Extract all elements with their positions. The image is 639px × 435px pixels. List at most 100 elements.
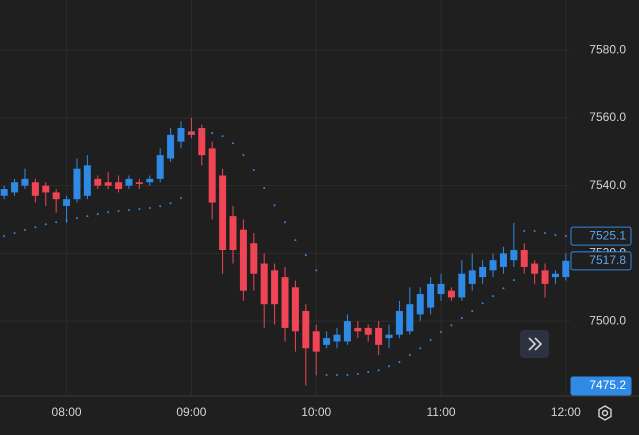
candle-body [42,185,50,193]
candle-body [156,155,164,179]
price-tag-label: 7517.8 [589,253,626,267]
candle-body [531,263,539,274]
candle-body [52,192,60,200]
sar-dot [523,230,526,233]
sar-dot [315,269,318,272]
candle-body [73,168,81,200]
candle-body [177,128,185,142]
sar-dot [127,209,130,212]
settings-icon-center [601,409,609,417]
candle-body [385,334,393,339]
sar-dot [544,232,547,235]
sar-dot [564,235,567,238]
sar-dot [388,365,391,368]
price-axis-labels: 7500.07520.07540.07560.07580.07525.17517… [570,42,632,396]
sar-dot [148,207,151,210]
sar-dot [502,287,505,290]
sar-dot [554,234,557,237]
candle-body [302,310,310,349]
x-tick-label: 08:00 [52,405,82,419]
candle-body [447,290,455,298]
candle-body [510,250,518,261]
candle-body [115,182,123,190]
sar-dot [169,202,172,205]
sar-dot [200,131,203,134]
candle-body [551,273,559,278]
candle-body [0,189,8,196]
candle-body [219,175,227,251]
candle-body [208,148,216,203]
candle-body [468,270,476,284]
candle-body [167,134,175,159]
y-tick-label: 7500.0 [589,313,626,327]
sar-dot [367,370,370,373]
x-tick-label: 12:00 [551,405,581,419]
sar-dot [398,361,401,364]
price-tag [570,376,632,396]
candle-body [146,178,154,183]
candle-body [250,243,258,274]
candle-body [125,178,133,186]
sar-dot [429,339,432,342]
sar-dot [263,187,266,190]
sar-dot [356,372,359,375]
price-tag [570,251,632,271]
sar-dot [533,230,536,233]
price-tag-label: 7475.2 [589,378,626,392]
sar-dot [96,213,99,216]
sar-dot [117,210,120,213]
sar-dot [336,374,339,377]
candle-body [239,229,247,291]
candle-body [364,327,372,335]
candle-body [375,327,383,345]
y-tick-label: 7540.0 [589,178,626,192]
sar-dot [460,317,463,320]
price-tag-label: 7525.1 [589,228,626,242]
candle-body [83,165,91,196]
candle-body [31,182,39,196]
x-tick-label: 10:00 [301,405,331,419]
sar-dot [377,369,380,372]
sar-dot [492,295,495,298]
sar-dot [190,131,193,134]
y-tick-label: 7560.0 [589,110,626,124]
sar-dot [211,132,214,135]
candle-body [11,182,19,193]
candle-body [281,277,289,328]
sar-dot [159,205,162,208]
candle-body [520,250,528,267]
sar-dot [304,254,307,257]
sar-dot [481,302,484,305]
settings-button[interactable] [598,405,612,421]
candle-body [437,283,445,295]
candle-body [63,199,71,206]
candle-body [416,294,424,315]
scroll-icon [528,337,543,351]
sar-dot [138,208,141,211]
x-tick-label: 11:00 [426,405,455,419]
candle-body [260,263,268,305]
settings-icon[interactable] [598,405,612,421]
sar-dot [107,211,110,214]
sar-dot [221,135,224,138]
candle-body [104,182,112,186]
candle-body [229,216,237,251]
candle-body [271,270,279,305]
sar-dot [242,154,245,157]
scroll-button[interactable] [520,330,549,358]
candle-body [323,338,331,345]
price-axis [570,0,639,430]
candle-body [94,178,102,186]
candle-body [395,310,403,335]
sar-dot [440,330,443,333]
candle-body [198,128,206,156]
sar-dot [471,309,474,312]
sar-dot [419,347,422,350]
sar-dot [44,223,47,226]
candle-body [489,260,497,271]
sar-dot [294,239,297,242]
sar-dot [346,374,349,377]
candle-body [541,270,549,284]
candle-body [406,304,414,332]
candle-body [499,253,507,267]
